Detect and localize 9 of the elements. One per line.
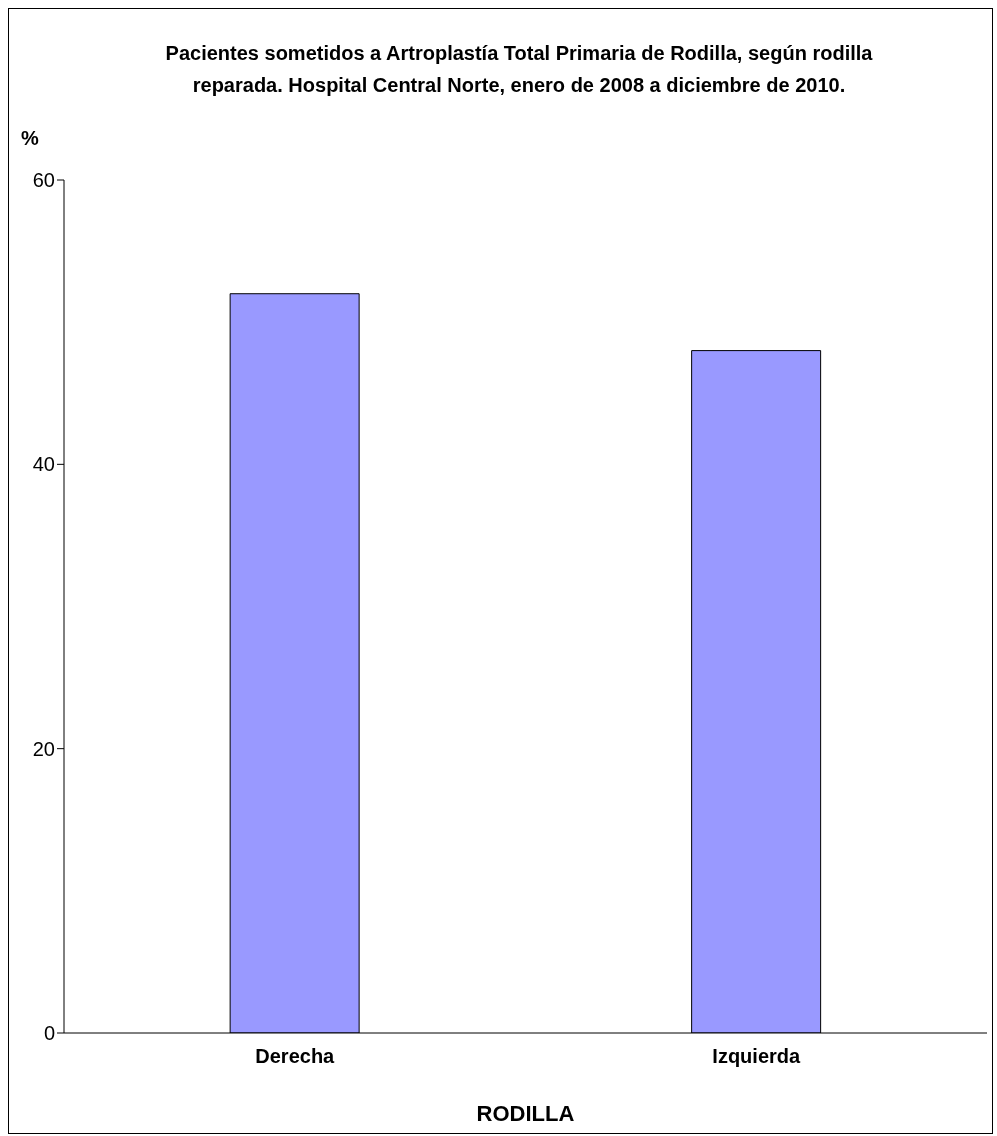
x-axis-title: RODILLA [476,1101,575,1126]
y-tick-label: 40 [32,453,55,476]
x-tick-label: Derecha [255,1045,336,1068]
y-tick-label: 0 [43,1022,55,1045]
x-tick-label: Izquierda [712,1045,802,1068]
y-tick-label: 60 [32,169,55,192]
y-tick-label: 20 [32,737,55,760]
y-axis-title: % [21,127,39,150]
chart-title: Pacientes sometidos a Artroplastía Total Primaria de Rodilla, según rodilla reparada. Hospital Central Norte, enero de 2008 a diciembre de 2010. [164,41,874,98]
